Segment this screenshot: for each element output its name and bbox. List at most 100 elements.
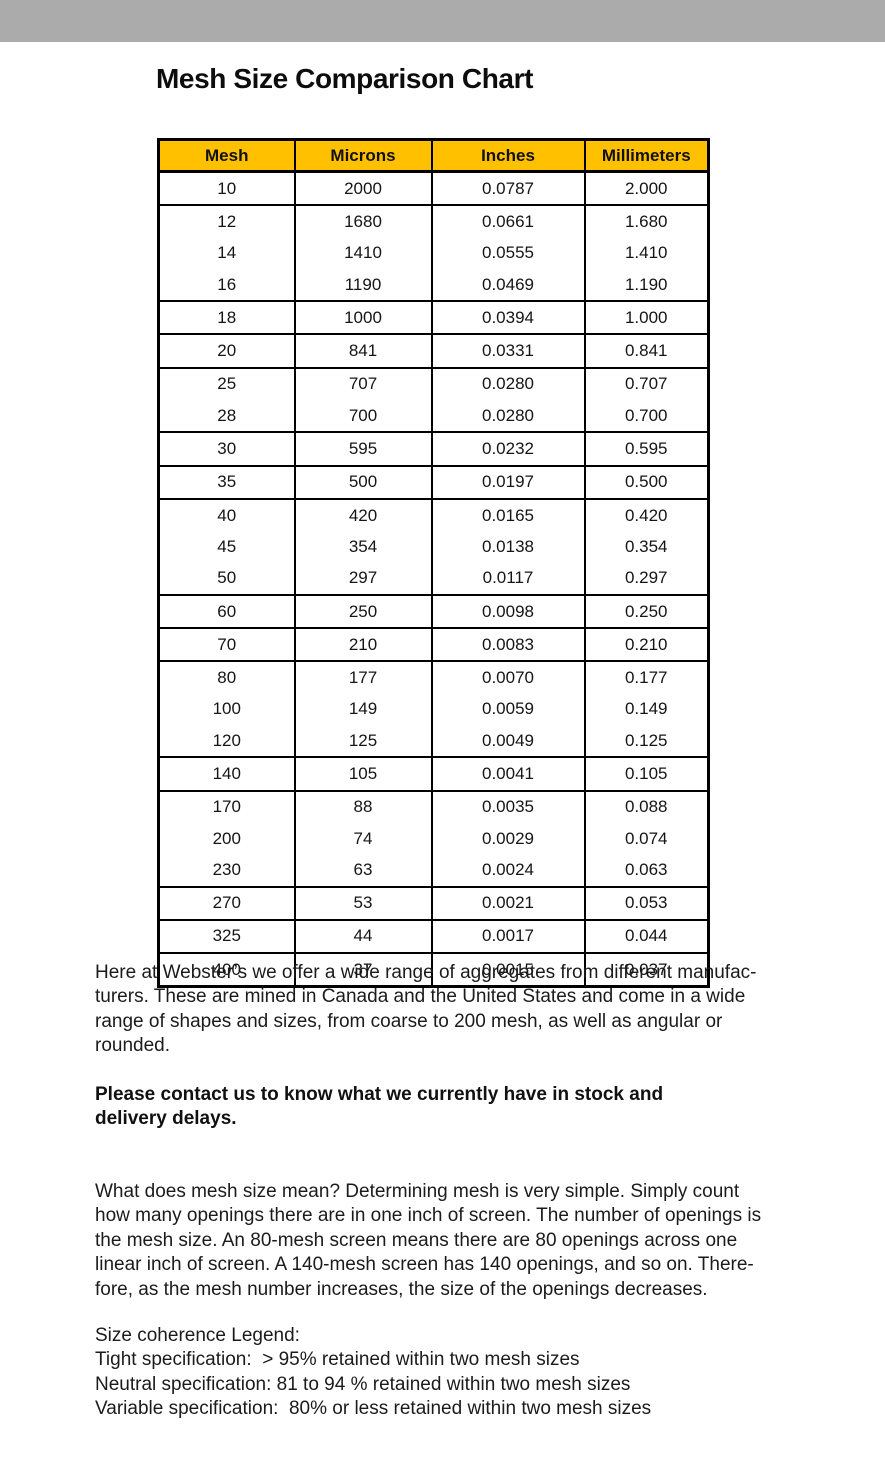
table-cell: 0.841 <box>583 334 710 369</box>
column-header-inches: Inches <box>430 139 586 173</box>
table-cell: 70 <box>157 628 296 663</box>
table-row: 20 841 0.0331 0.841 <box>157 334 710 369</box>
table-cell: 0.125 <box>583 725 710 759</box>
table-cell: 1190 <box>293 268 433 303</box>
table-cell: 400 <box>157 953 296 988</box>
row-group: 18 1000 0.0394 1.000 <box>157 301 710 336</box>
column-header-microns: Microns <box>293 139 433 173</box>
table-cell: 105 <box>293 757 433 792</box>
table-cell: 18 <box>157 301 296 336</box>
table-row: 120 125 0.0049 0.125 <box>157 725 710 759</box>
table-cell: 0.700 <box>583 400 710 434</box>
table-cell: 250 <box>293 594 433 630</box>
table-row: 40 420 0.0165 0.420 <box>157 498 710 532</box>
row-group: 140 105 0.0041 0.105 <box>157 757 710 792</box>
table-cell: 80 <box>157 661 296 694</box>
table-cell: 595 <box>293 432 433 467</box>
table-cell: 120 <box>157 725 296 759</box>
row-group: 170 88 0.0035 0.088 200 74 0.0029 0.074 230 63 0.0… <box>157 790 710 888</box>
table-row: 25 707 0.0280 0.707 <box>157 367 710 401</box>
row-group: 70 210 0.0083 0.210 <box>157 628 710 663</box>
table-row: 30 595 0.0232 0.595 <box>157 432 710 467</box>
contact-notice: Please contact us to know what we curren… <box>95 1084 664 1130</box>
table-row: 12 1680 0.0661 1.680 <box>157 205 710 238</box>
table-row: 16 1190 0.0469 1.190 <box>157 268 710 303</box>
table-cell: 30 <box>157 432 296 467</box>
table-cell: 0.0017 <box>430 919 586 955</box>
table-cell: 0.0138 <box>430 531 586 563</box>
table-cell: 0.0117 <box>430 562 586 596</box>
table-cell: 44 <box>293 919 433 955</box>
row-group: 400 37 0.0015 0.037 <box>157 953 710 988</box>
table-cell: 1.680 <box>583 205 710 238</box>
table-cell: 1.410 <box>583 237 710 269</box>
table-cell: 0.595 <box>583 432 710 467</box>
table-cell: 297 <box>293 562 433 596</box>
table-cell: 28 <box>157 400 296 434</box>
table-cell: 0.500 <box>583 465 710 500</box>
table-row: 200 74 0.0029 0.074 <box>157 822 710 855</box>
table-row: 28 700 0.0280 0.700 <box>157 400 710 434</box>
table-cell: 20 <box>157 334 296 369</box>
table-row: 45 354 0.0138 0.354 <box>157 531 710 563</box>
table-cell: 0.0041 <box>430 757 586 792</box>
table-cell: 10 <box>157 171 296 207</box>
table-cell: 88 <box>293 790 433 823</box>
table-row: 18 1000 0.0394 1.000 <box>157 301 710 336</box>
table-cell: 2000 <box>293 171 433 207</box>
table-row: 325 44 0.0017 0.044 <box>157 919 710 955</box>
table-cell: 25 <box>157 367 296 401</box>
row-group: 12 1680 0.0661 1.680 14 1410 0.0555 1.410 16 1190… <box>157 205 710 303</box>
table-cell: 420 <box>293 498 433 532</box>
table-cell: 45 <box>157 531 296 563</box>
table-row: 10 2000 0.0787 2.000 <box>157 171 710 207</box>
table-cell: 0.105 <box>583 757 710 792</box>
table-cell: 74 <box>293 822 433 855</box>
table-cell: 0.044 <box>583 919 710 955</box>
table-cell: 230 <box>157 854 296 888</box>
table-cell: 0.0049 <box>430 725 586 759</box>
table-cell: 270 <box>157 886 296 921</box>
table-cell: 1.000 <box>583 301 710 336</box>
row-group: 35 500 0.0197 0.500 <box>157 465 710 500</box>
table-cell: 0.0059 <box>430 693 586 726</box>
table-cell: 0.0394 <box>430 301 586 336</box>
table-cell: 0.177 <box>583 661 710 694</box>
row-group: 10 2000 0.0787 2.000 <box>157 171 710 207</box>
table-row: 80 177 0.0070 0.177 <box>157 661 710 694</box>
table-cell: 0.0070 <box>430 661 586 694</box>
table-cell: 100 <box>157 693 296 726</box>
table-cell: 1410 <box>293 237 433 269</box>
table-cell: 210 <box>293 628 433 663</box>
intro-paragraph: Here at Webster’s we offer a wide range … <box>95 962 757 1057</box>
table-cell: 177 <box>293 661 433 694</box>
table-cell: 0.420 <box>583 498 710 532</box>
table-cell: 14 <box>157 237 296 269</box>
table-cell: 2.000 <box>583 171 710 207</box>
row-group: 40 420 0.0165 0.420 45 354 0.0138 0.354 50 297 0.0… <box>157 498 710 596</box>
table-cell: 0.0280 <box>430 367 586 401</box>
table-cell: 0.0232 <box>430 432 586 467</box>
table-cell: 0.0469 <box>430 268 586 303</box>
table-cell: 0.0555 <box>430 237 586 269</box>
table-cell: 0.0787 <box>430 171 586 207</box>
table-row: 70 210 0.0083 0.210 <box>157 628 710 663</box>
table-cell: 60 <box>157 594 296 630</box>
table-cell: 0.0029 <box>430 822 586 855</box>
table-cell: 700 <box>293 400 433 434</box>
table-row: 60 250 0.0098 0.250 <box>157 594 710 630</box>
table-cell: 125 <box>293 725 433 759</box>
table-cell: 500 <box>293 465 433 500</box>
table-cell: 0.0083 <box>430 628 586 663</box>
table-cell: 0.0165 <box>430 498 586 532</box>
table-cell: 0.074 <box>583 822 710 855</box>
table-cell: 0.707 <box>583 367 710 401</box>
table-cell: 0.354 <box>583 531 710 563</box>
table-cell: 0.0331 <box>430 334 586 369</box>
table-cell: 1680 <box>293 205 433 238</box>
table-row: 14 1410 0.0555 1.410 <box>157 237 710 269</box>
column-header-mesh: Mesh <box>157 139 296 173</box>
table-cell: 37 <box>293 953 433 988</box>
table-cell: 0.063 <box>583 854 710 888</box>
table-cell: 0.0280 <box>430 400 586 434</box>
